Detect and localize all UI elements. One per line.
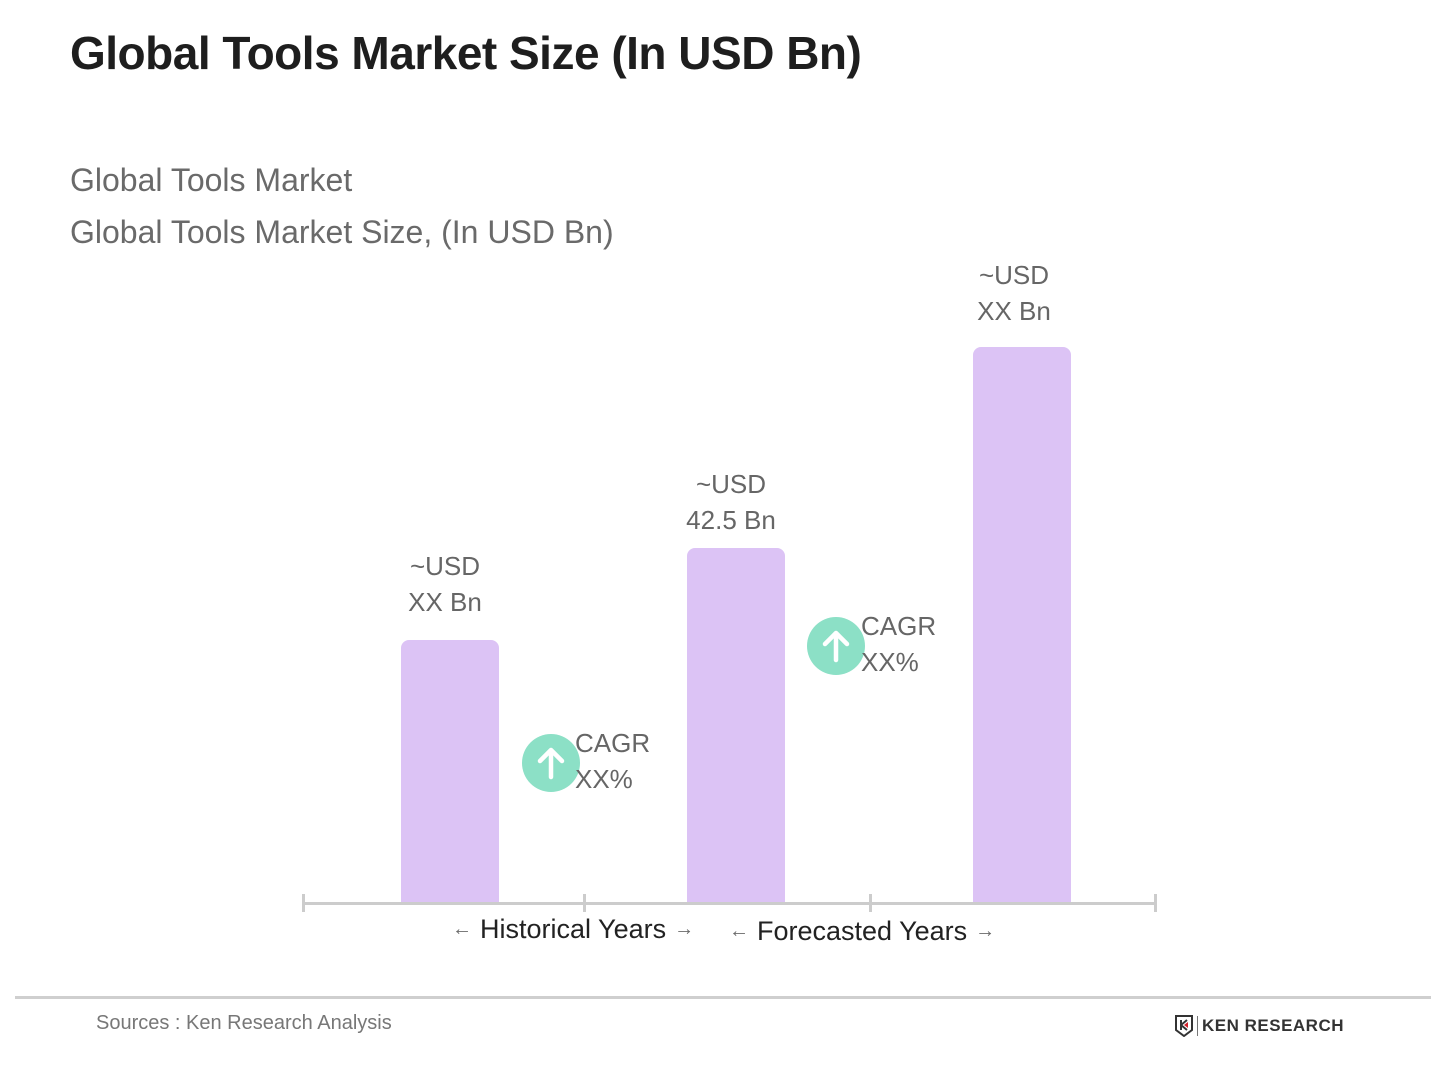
x-axis-tick bbox=[869, 894, 872, 912]
bar-label-2: ~USD 42.5 Bn bbox=[651, 466, 811, 538]
bar-label-line2: 42.5 Bn bbox=[686, 505, 776, 535]
source-note: Sources : Ken Research Analysis bbox=[96, 1012, 392, 1034]
bar-label-3: ~USD XX Bn bbox=[934, 257, 1094, 329]
period-forecast: ← Forecasted Years → bbox=[729, 916, 995, 947]
bar-label-line1: ~USD bbox=[978, 260, 1050, 290]
bar-historical-start bbox=[401, 640, 499, 903]
page-title: Global Tools Market Size (In USD Bn) bbox=[70, 27, 862, 79]
period-historical: ← Historical Years → bbox=[452, 914, 694, 945]
period-forecast-label: Forecasted Years bbox=[757, 916, 968, 946]
x-axis-tick bbox=[583, 894, 586, 912]
cagr-badge-forecast bbox=[807, 617, 865, 675]
x-axis-tick bbox=[302, 894, 305, 912]
footer-divider bbox=[15, 996, 1431, 999]
bar-label-1: ~USD XX Bn bbox=[365, 548, 525, 620]
arrow-right-icon: → bbox=[674, 918, 695, 940]
bar-label-line2: XX Bn bbox=[977, 296, 1051, 326]
x-axis-line bbox=[303, 902, 1156, 905]
chart-subtitle-units: Global Tools Market Size, (In USD Bn) bbox=[70, 214, 614, 250]
ken-research-logo-icon bbox=[1175, 1015, 1193, 1037]
arrow-up-icon bbox=[537, 747, 565, 780]
arrow-left-icon: ← bbox=[729, 920, 749, 942]
bar-base-year bbox=[687, 548, 785, 903]
cagr-text-forecast: CAGR XX% bbox=[861, 608, 936, 680]
x-axis-tick bbox=[1154, 894, 1157, 912]
bar-forecast-end bbox=[973, 347, 1071, 903]
cagr-value: XX% bbox=[861, 647, 919, 677]
cagr-text-historical: CAGR XX% bbox=[575, 725, 650, 797]
cagr-badge-historical bbox=[522, 734, 580, 792]
cagr-label: CAGR bbox=[861, 611, 937, 641]
cagr-value: XX% bbox=[575, 764, 633, 794]
chart-subtitle-market: Global Tools Market bbox=[70, 162, 353, 198]
logo-text: KEN RESEARCH bbox=[1202, 1016, 1345, 1035]
arrow-right-icon: → bbox=[975, 920, 996, 942]
cagr-label: CAGR bbox=[575, 728, 651, 758]
arrow-up-icon bbox=[822, 630, 850, 663]
bar-label-line1: ~USD bbox=[409, 551, 481, 581]
bar-label-line2: XX Bn bbox=[408, 587, 482, 617]
arrow-left-icon: ← bbox=[452, 918, 472, 940]
logo-separator bbox=[1197, 1016, 1198, 1036]
ken-research-logo: KEN RESEARCH bbox=[1175, 1015, 1344, 1037]
period-historical-label: Historical Years bbox=[480, 914, 667, 944]
bar-label-line1: ~USD bbox=[695, 469, 767, 499]
